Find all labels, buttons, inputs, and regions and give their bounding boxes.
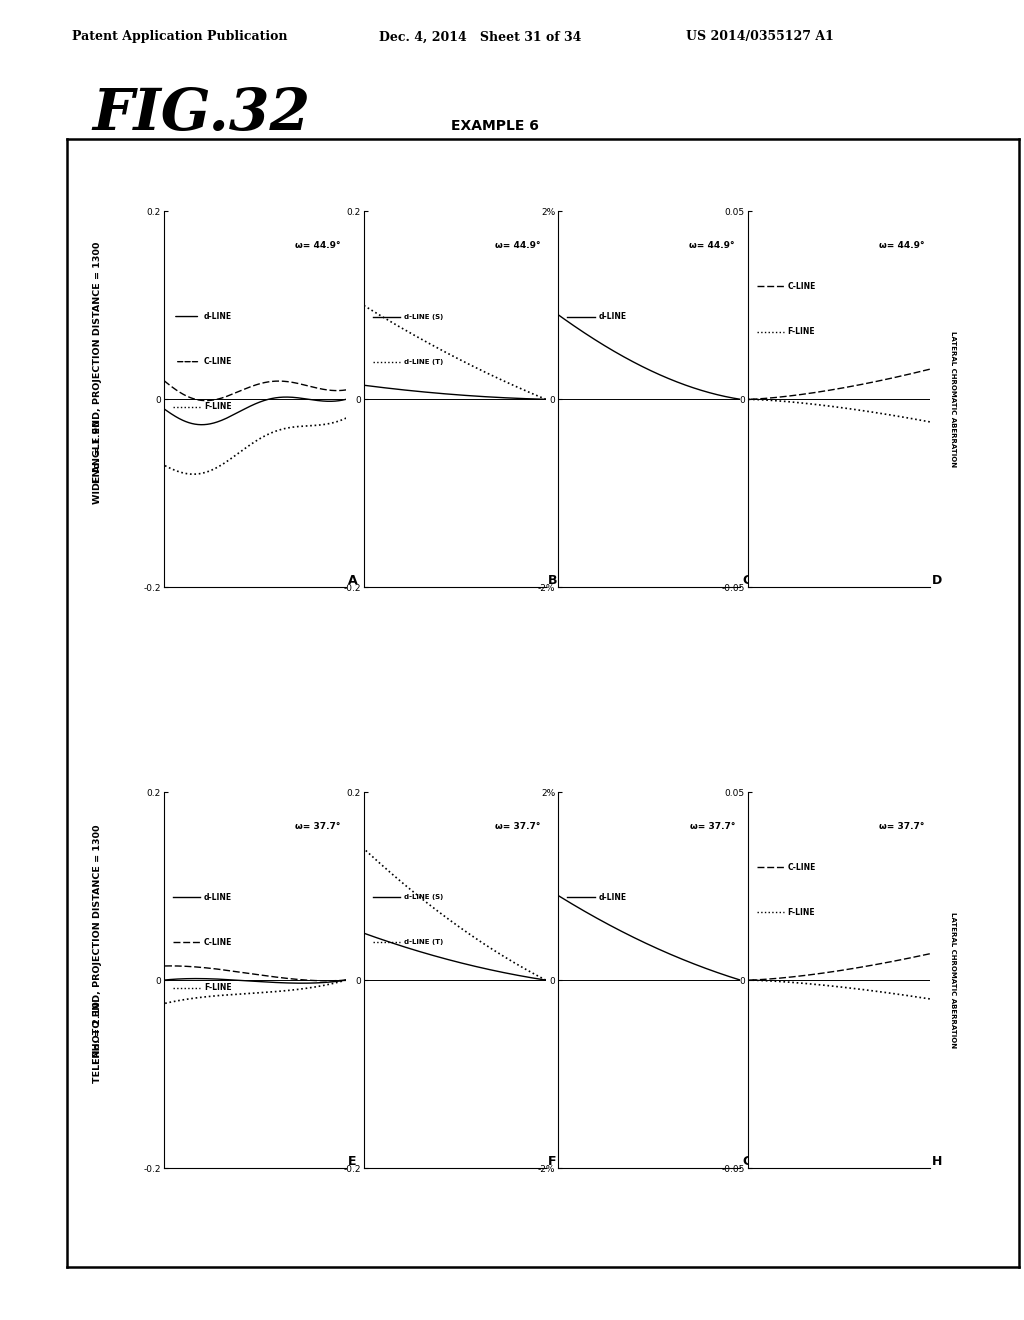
Text: d-LINE (S): d-LINE (S) (403, 314, 442, 319)
Text: FIG.32: FIG.32 (92, 86, 310, 143)
Text: d-LINE (S): d-LINE (S) (403, 895, 442, 900)
Text: F: F (548, 1155, 556, 1168)
Text: d-LINE: d-LINE (204, 312, 232, 321)
Text: C-LINE: C-LINE (787, 282, 816, 290)
Text: d-LINE: d-LINE (598, 312, 627, 321)
Text: ω= 44.9°: ω= 44.9° (689, 242, 735, 251)
Text: ω= 37.7°: ω= 37.7° (495, 822, 541, 832)
Text: Patent Application Publication: Patent Application Publication (72, 30, 287, 44)
Text: ω= 44.9°: ω= 44.9° (879, 242, 925, 251)
Text: E: E (348, 1155, 356, 1168)
Text: d-LINE: d-LINE (598, 892, 627, 902)
Text: A: A (348, 574, 357, 587)
Text: C-LINE: C-LINE (204, 358, 232, 366)
Text: d-LINE (T): d-LINE (T) (403, 359, 442, 364)
Text: FNo. = 2.10: FNo. = 2.10 (93, 1002, 101, 1064)
Text: ω= 37.7°: ω= 37.7° (879, 822, 925, 832)
Text: d-LINE: d-LINE (204, 892, 232, 902)
Text: F-LINE: F-LINE (787, 327, 815, 337)
Text: F-LINE: F-LINE (787, 908, 815, 917)
Text: EXAMPLE 6: EXAMPLE 6 (451, 119, 539, 133)
Text: ASTIGMATISM: ASTIGMATISM (565, 948, 574, 1012)
Text: SPHERICAL ABERRATION: SPHERICAL ABERRATION (366, 923, 375, 1038)
Text: B: B (548, 574, 557, 587)
Text: ω= 37.7°: ω= 37.7° (295, 822, 341, 832)
Text: ω= 44.9°: ω= 44.9° (295, 242, 341, 251)
Text: US 2014/0355127 A1: US 2014/0355127 A1 (686, 30, 834, 44)
Text: ASTIGMATISM: ASTIGMATISM (565, 367, 574, 432)
Text: H: H (932, 1155, 942, 1168)
Text: TELEPHOTO END, PROJECTION DISTANCE = 1300: TELEPHOTO END, PROJECTION DISTANCE = 130… (93, 825, 101, 1082)
Text: C: C (742, 574, 752, 587)
Text: ω= 37.7°: ω= 37.7° (689, 822, 735, 832)
Text: C-LINE: C-LINE (204, 939, 232, 946)
Text: SPHERICAL ABERRATION: SPHERICAL ABERRATION (366, 342, 375, 457)
Text: d-LINE (T): d-LINE (T) (403, 940, 442, 945)
Text: WIDE ANGLE END, PROJECTION DISTANCE = 1300: WIDE ANGLE END, PROJECTION DISTANCE = 13… (93, 242, 101, 504)
Text: C-LINE: C-LINE (787, 863, 816, 871)
Text: Dec. 4, 2014   Sheet 31 of 34: Dec. 4, 2014 Sheet 31 of 34 (379, 30, 582, 44)
Text: FNo. = 1.90: FNo. = 1.90 (93, 421, 101, 483)
Text: F-LINE: F-LINE (204, 403, 231, 412)
Text: D: D (932, 574, 942, 587)
Text: DISTORTION: DISTORTION (760, 952, 769, 1008)
Text: G: G (742, 1155, 753, 1168)
Text: F-LINE: F-LINE (204, 983, 231, 993)
Text: LATERAL CHROMATIC ABERRATION: LATERAL CHROMATIC ABERRATION (950, 912, 956, 1048)
Text: ω= 44.9°: ω= 44.9° (495, 242, 541, 251)
Text: LATERAL CHROMATIC ABERRATION: LATERAL CHROMATIC ABERRATION (950, 331, 956, 467)
Text: DISTORTION: DISTORTION (760, 371, 769, 428)
